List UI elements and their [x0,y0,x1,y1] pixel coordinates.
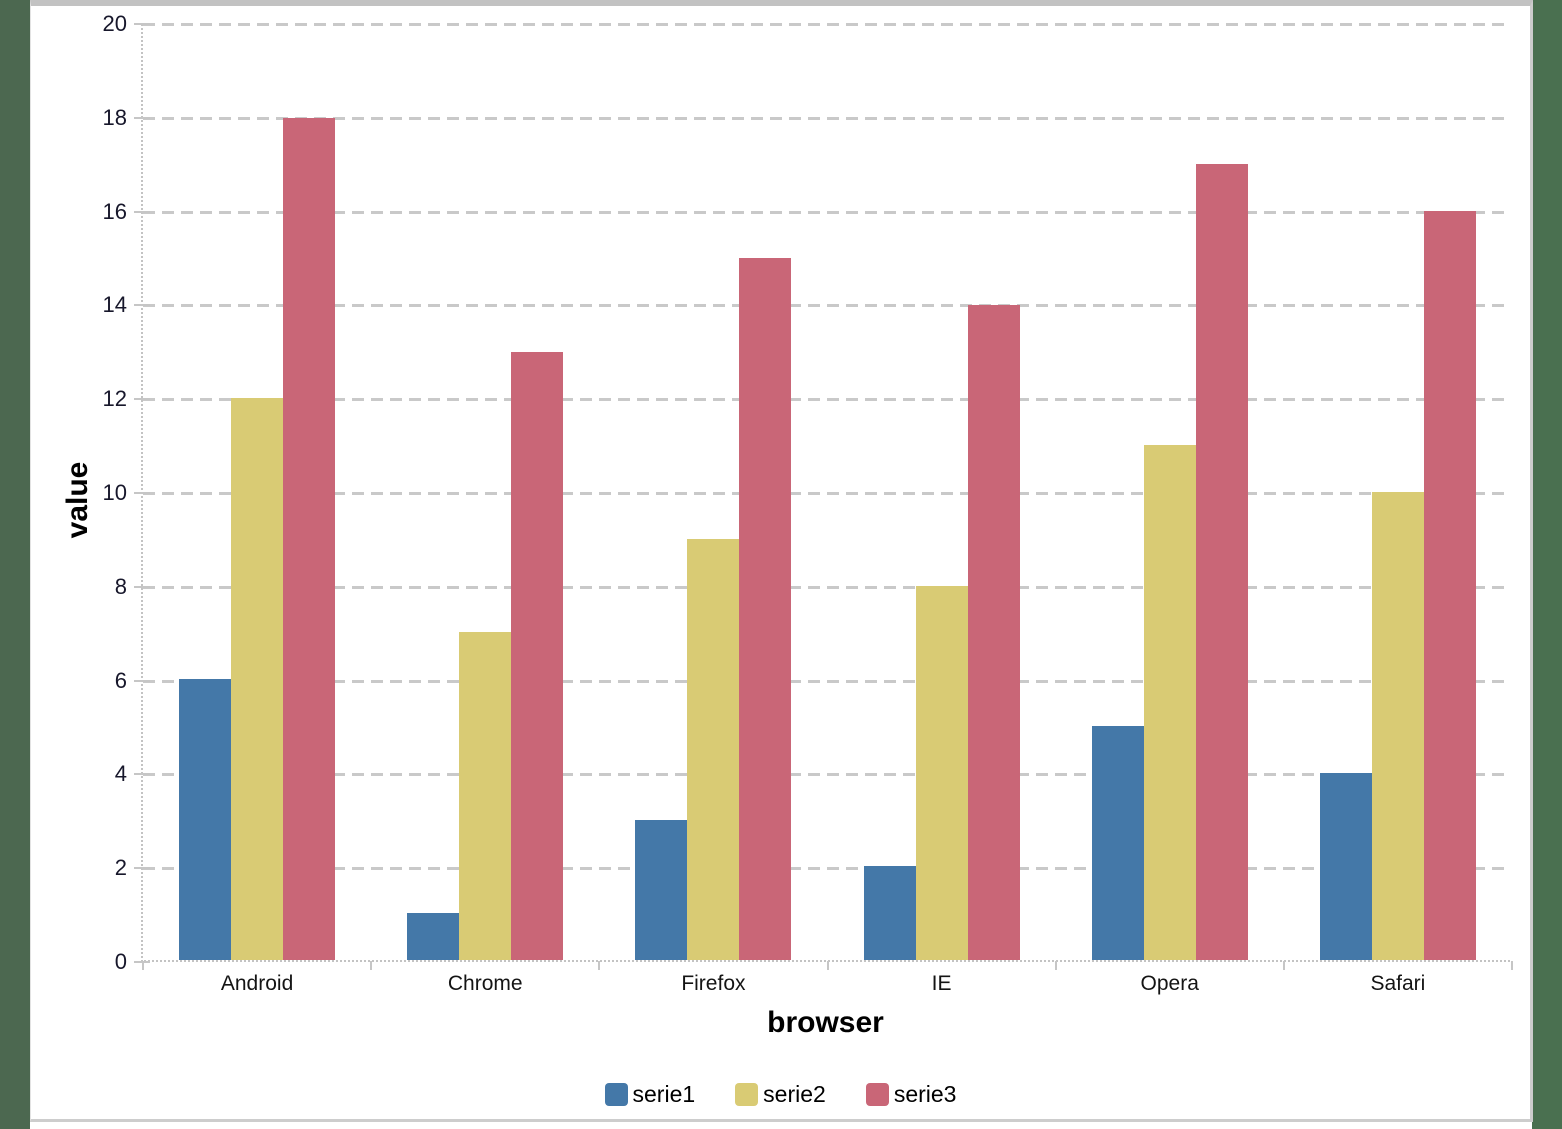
gridline-y-20 [143,23,1510,26]
y-tick-mark-14 [134,304,150,307]
y-tick-label-14: 14 [102,292,127,318]
x-category-label-chrome: Chrome [447,972,523,995]
gridline-y-2 [143,867,1510,871]
background-strip-left [0,0,30,1129]
legend-item-serie1: serie1 [604,1080,696,1108]
y-tick-label-6: 6 [114,667,127,693]
gridline-y-6 [143,679,1510,683]
y-tick-label-2: 2 [114,855,127,881]
y-tick-label-12: 12 [102,386,127,412]
x-category-label-android: Android [220,972,294,995]
y-tick-label-0: 0 [114,949,127,974]
bar-group-safari [1284,24,1512,960]
y-tick-label-16: 16 [102,198,127,224]
y-tick-label-8: 8 [114,573,127,599]
gridline-y-12 [143,398,1510,402]
bar-serie2-android [231,398,284,960]
x-tick-mark-2 [598,961,601,970]
legend-swatch-serie1 [604,1082,628,1106]
gridline-y-4 [143,773,1510,777]
x-tick-mark-5 [1282,961,1285,970]
y-tick-label-10: 10 [102,480,127,505]
x-category-label-firefox: Firefox [681,972,746,995]
legend-item-serie3: serie3 [865,1080,957,1108]
bar-serie2-ie [915,585,968,960]
chart-window: value 0 2 4 6 8 10 12 14 16 18 20 Android Chrome Fire… [30,0,1533,1122]
bar-serie3-ie [967,304,1020,960]
legend-item-serie2: serie2 [735,1081,826,1108]
bar-group-firefox [599,24,827,960]
bar-serie3-opera [1195,164,1248,960]
bar-group-opera [1056,24,1284,960]
legend-label-serie3: serie3 [893,1080,957,1107]
bar-group-chrome [371,24,599,960]
x-category-label-ie: IE [931,972,952,995]
bar-serie1-firefox [635,819,688,960]
bar-serie3-android [283,117,336,960]
y-tick-mark-6 [134,679,150,682]
legend-label-serie2: serie2 [763,1080,826,1107]
x-tick-mark-1 [370,961,373,970]
legend-label-serie1: serie1 [632,1080,696,1107]
bar-serie1-safari [1319,772,1372,960]
x-tick-mark-3 [826,961,829,970]
bar-serie1-android [179,679,232,960]
x-tick-mark-0 [142,961,144,970]
y-tick-mark-16 [134,210,150,213]
y-tick-mark-18 [134,116,150,119]
gridline-y-10 [143,492,1510,495]
gridline-y-16 [143,210,1510,214]
gridline-y-14 [143,304,1510,308]
bar-group-android [143,24,371,960]
x-axis-title: browser [767,1006,884,1039]
legend: serie1 serie2 serie3 [31,1078,1530,1110]
x-tick-mark-4 [1054,961,1057,970]
x-category-label-safari: Safari [1370,972,1426,995]
y-tick-label-18: 18 [102,104,127,130]
y-tick-mark-10 [134,492,150,494]
bar-serie3-firefox [739,258,792,960]
y-tick-mark-20 [134,23,150,25]
background-strip-right [1532,0,1562,1129]
bar-serie2-firefox [687,538,740,960]
y-tick-mark-2 [134,867,150,870]
x-category-label-opera: Opera [1140,972,1199,995]
bar-serie2-chrome [459,632,512,960]
gridline-y-8 [143,585,1510,589]
y-tick-label-20: 20 [102,11,127,36]
bar-serie1-ie [863,866,916,960]
y-tick-mark-4 [134,773,150,776]
bar-serie2-safari [1371,492,1424,960]
y-tick-label-4: 4 [114,761,127,787]
plot-area: 0 2 4 6 8 10 12 14 16 18 20 Android Chrome Firefox IE O… [103,11,1513,995]
bar-group-ie [828,24,1056,960]
bar-serie1-opera [1091,726,1144,960]
bar-serie3-safari [1423,211,1476,960]
y-tick-mark-8 [134,585,150,588]
y-tick-mark-12 [134,398,150,401]
legend-swatch-serie2 [735,1082,759,1106]
bar-serie2-opera [1143,445,1196,960]
bar-serie3-chrome [511,351,564,960]
gridline-y-18 [143,116,1510,120]
legend-swatch-serie3 [865,1082,889,1106]
bar-serie1-chrome [407,913,460,960]
x-tick-mark-6 [1511,961,1513,970]
